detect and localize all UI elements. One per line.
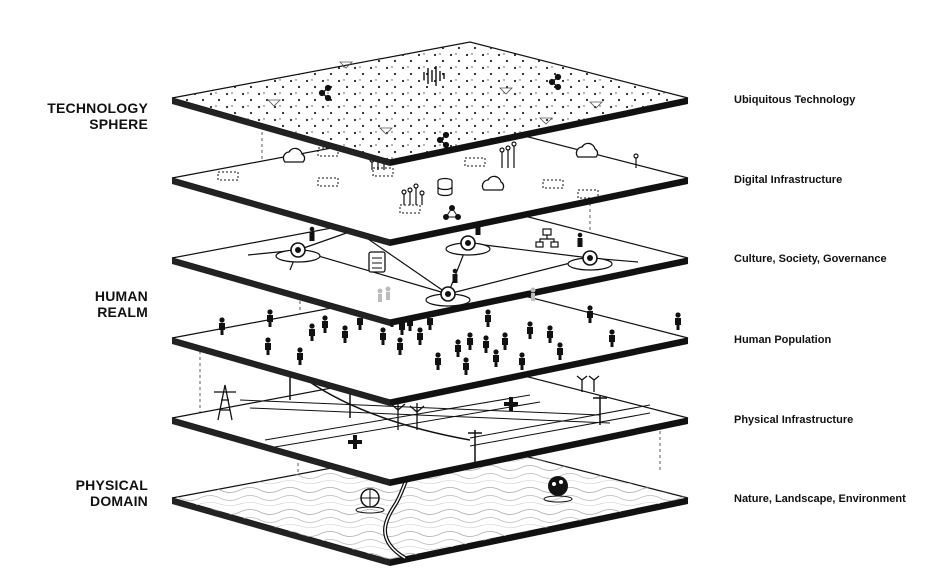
globe-icon: [355, 488, 385, 514]
person-icon: [557, 342, 563, 360]
layer-physical-infrastructure: [171, 361, 689, 486]
person-icon: [267, 309, 273, 327]
person-icon: [309, 226, 315, 241]
layer-culture: [171, 201, 689, 326]
person-icon: [397, 337, 403, 355]
group-label-line: PHYSICAL: [75, 477, 148, 493]
layer-human-population: [171, 281, 689, 406]
group-label-line: HUMAN: [94, 288, 148, 304]
person-icon: [435, 352, 441, 370]
layer-label-digital-infrastructure: Digital Infrastructure: [734, 174, 843, 186]
person-icon: [452, 268, 458, 283]
person-icon: [309, 323, 315, 341]
network-node-icon: [443, 205, 461, 220]
group-label-technology-sphere: TECHNOLOGY SPHERE: [47, 100, 148, 132]
power-pylon-icon: [214, 384, 236, 421]
group-label-line: DOMAIN: [90, 493, 148, 509]
cloud-icon: [282, 142, 599, 191]
layer-nature: [171, 441, 689, 566]
layer-label-human-population: Human Population: [734, 334, 832, 346]
group-label-human-realm: HUMAN REALM: [95, 288, 148, 320]
signal-triangles: [267, 61, 603, 135]
checklist-icon: [368, 251, 386, 273]
person-icon: [297, 347, 303, 365]
ghost-figures: [377, 286, 536, 302]
person-icon: [417, 327, 423, 345]
wind-turbines-icon: [390, 375, 600, 430]
person-icon: [675, 312, 681, 330]
group-label-line: TECHNOLOGY: [47, 100, 148, 116]
layer-label-nature-landscape-environment: Nature, Landscape, Environment: [734, 493, 906, 505]
person-icon: [463, 357, 469, 375]
person-icon: [322, 315, 328, 333]
person-icon: [547, 325, 553, 343]
person-icon: [485, 309, 491, 327]
governance-hubs: [275, 214, 613, 307]
person-icon: [493, 349, 499, 367]
person-icon: [519, 352, 525, 370]
person-icon: [587, 305, 593, 323]
sound-wave-icon: [423, 66, 445, 86]
org-chart-icon: [535, 228, 559, 248]
governance-hub-icon: [445, 235, 491, 256]
person-icon: [265, 337, 271, 355]
layer-label-physical-infrastructure: Physical Infrastructure: [734, 414, 854, 426]
governance-hub-icon: [275, 242, 321, 263]
ecosystem-icon: [543, 476, 573, 503]
person-icon: [219, 317, 225, 335]
person-icon: [527, 321, 533, 339]
people-figures: [219, 305, 681, 375]
person-icon: [577, 232, 583, 247]
governance-hub-icon: [425, 286, 471, 307]
person-icon: [502, 332, 508, 350]
person-icon: [609, 329, 615, 347]
group-label-line: REALM: [97, 304, 148, 320]
person-icon: [342, 325, 348, 343]
layer-digital-infrastructure: [171, 121, 689, 246]
person-icon: [467, 332, 473, 350]
layer-ubiquitous-technology: [171, 41, 689, 166]
hospital-cross-icon: [348, 397, 518, 449]
person-icon: [483, 335, 489, 353]
governance-hub-icon: [567, 250, 613, 271]
layer-label-culture-society-governance: Culture, Society, Governance: [734, 253, 887, 265]
database-icon: [437, 177, 453, 197]
layer-label-ubiquitous-technology: Ubiquitous Technology: [734, 94, 856, 106]
person-icon: [380, 327, 386, 345]
share-icon: [318, 73, 562, 149]
group-label-line: SPHERE: [89, 116, 148, 132]
group-label-physical-domain: PHYSICAL DOMAIN: [76, 477, 148, 509]
person-icon: [455, 339, 461, 357]
